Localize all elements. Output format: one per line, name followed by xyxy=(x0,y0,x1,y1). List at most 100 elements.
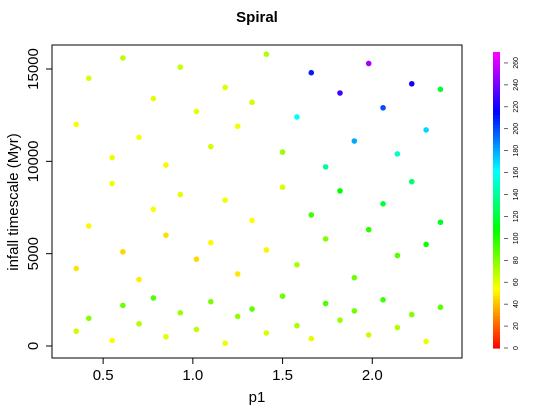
y-axis-label: infall timescale (Myr) xyxy=(5,133,22,271)
point xyxy=(177,191,184,198)
colorbar-segment xyxy=(493,269,500,273)
colorbar-segment xyxy=(493,232,500,237)
colorbar-segment xyxy=(493,328,500,333)
point xyxy=(222,340,228,347)
point xyxy=(279,184,286,190)
point xyxy=(263,247,270,253)
y-tick-label: 0 xyxy=(25,342,42,350)
colorbar-segment xyxy=(493,193,500,198)
colorbar-segment xyxy=(493,190,500,195)
point xyxy=(136,321,142,327)
colorbar-segment xyxy=(493,180,500,185)
point xyxy=(322,236,329,242)
colorbar-tick-label: 120 xyxy=(513,211,520,223)
colorbar-tick-label: 160 xyxy=(513,167,520,179)
colorbar-segment xyxy=(493,160,500,165)
colorbar-segment xyxy=(493,81,500,86)
colorbar-tick-label: 80 xyxy=(513,256,520,264)
point xyxy=(150,95,157,102)
colorbar-tick-label: 260 xyxy=(513,57,520,69)
colorbar-segment xyxy=(493,134,500,139)
point xyxy=(249,217,255,224)
point xyxy=(294,114,300,120)
colorbar-segment xyxy=(493,301,500,306)
colorbar-segment xyxy=(493,236,500,241)
colorbar-segment xyxy=(493,262,500,267)
colorbar-segment xyxy=(493,157,500,162)
point xyxy=(193,326,200,333)
point xyxy=(73,265,80,272)
point xyxy=(380,201,386,207)
point xyxy=(136,276,142,283)
point xyxy=(120,55,126,61)
colorbar-segment xyxy=(493,344,500,349)
colorbar-segment xyxy=(493,55,500,60)
point xyxy=(423,241,429,248)
point xyxy=(380,104,386,111)
colorbar-segment xyxy=(493,246,500,250)
point xyxy=(308,212,315,218)
colorbar-segment xyxy=(493,255,500,260)
plot-frame xyxy=(51,44,463,359)
colorbar-segment xyxy=(493,226,500,231)
point xyxy=(207,239,214,246)
point xyxy=(73,328,80,335)
colorbar-tick-label: 40 xyxy=(513,300,520,308)
point xyxy=(85,315,92,322)
point xyxy=(163,232,169,239)
point xyxy=(234,313,241,320)
point xyxy=(177,64,184,70)
point xyxy=(163,333,169,340)
colorbar-segment xyxy=(493,265,500,270)
colorbar-segment xyxy=(493,216,500,221)
point xyxy=(279,293,286,299)
colorbar-segment xyxy=(493,101,500,106)
colorbar-segment xyxy=(493,68,500,73)
colorbar-segment xyxy=(493,331,500,336)
colorbar-segment xyxy=(493,167,500,171)
colorbar-segment xyxy=(493,137,500,142)
colorbar-segment xyxy=(493,275,500,280)
colorbar-segment xyxy=(493,130,500,135)
point xyxy=(408,311,415,318)
x-tick-label: 2.0 xyxy=(362,367,383,384)
colorbar-tick-label: 180 xyxy=(513,145,520,157)
colorbar-segment xyxy=(493,292,500,296)
point xyxy=(394,324,401,331)
colorbar-segment xyxy=(493,176,500,181)
point xyxy=(150,206,157,213)
point xyxy=(73,121,80,128)
point xyxy=(294,322,300,329)
point xyxy=(150,295,157,301)
colorbar-segment xyxy=(493,308,500,313)
point xyxy=(423,127,429,133)
colorbar-segment xyxy=(493,84,500,89)
colorbar-segment xyxy=(493,324,500,329)
colorbar-segment xyxy=(493,219,500,224)
colorbar-tick-label: 0 xyxy=(513,346,520,350)
point xyxy=(109,337,115,344)
colorbar-segment xyxy=(493,111,500,116)
point xyxy=(109,154,115,161)
colorbar-segment xyxy=(493,140,500,145)
colorbar-segment xyxy=(493,272,500,277)
colorbar-segment xyxy=(493,203,500,208)
point xyxy=(193,108,200,115)
point xyxy=(437,86,444,93)
colorbar-segment xyxy=(493,196,500,201)
colorbar-segment xyxy=(493,78,500,83)
colorbar-segment xyxy=(493,206,500,211)
x-axis-label: p1 xyxy=(249,389,266,406)
colorbar-segment xyxy=(493,298,500,303)
x-tick-label: 1.0 xyxy=(182,367,203,384)
point xyxy=(177,309,184,316)
colorbar-tick-label: 60 xyxy=(513,278,520,286)
colorbar-segment xyxy=(493,334,500,339)
colorbar-segment xyxy=(493,311,500,316)
colorbar-segment xyxy=(493,71,500,76)
point xyxy=(294,261,300,268)
point xyxy=(365,332,372,338)
point xyxy=(437,219,444,226)
colorbar-tick-label: 140 xyxy=(513,189,520,201)
point xyxy=(423,338,429,345)
